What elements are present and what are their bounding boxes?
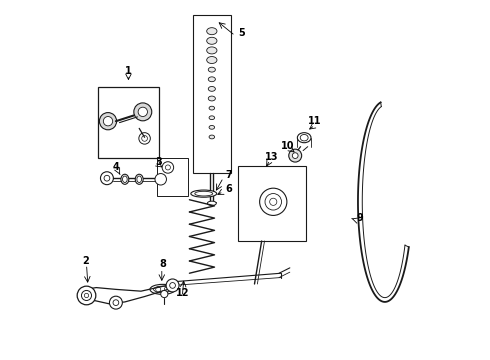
Ellipse shape [300, 134, 308, 141]
Ellipse shape [208, 86, 216, 91]
Circle shape [260, 188, 287, 215]
Circle shape [270, 198, 277, 206]
Ellipse shape [207, 47, 217, 54]
Ellipse shape [209, 135, 215, 139]
Ellipse shape [195, 191, 213, 196]
Circle shape [265, 194, 282, 210]
Text: 3: 3 [155, 157, 162, 167]
Ellipse shape [150, 284, 175, 294]
Circle shape [81, 291, 92, 301]
Ellipse shape [207, 37, 217, 44]
Ellipse shape [122, 176, 127, 183]
Circle shape [142, 135, 147, 141]
Circle shape [293, 153, 298, 158]
Circle shape [289, 149, 302, 162]
Bar [193, 15, 231, 173]
Circle shape [138, 107, 147, 117]
Circle shape [161, 291, 168, 298]
Text: 13: 13 [265, 152, 279, 162]
Ellipse shape [208, 67, 216, 72]
Text: 2: 2 [82, 256, 89, 266]
Circle shape [103, 117, 113, 126]
Circle shape [166, 279, 179, 292]
Circle shape [164, 287, 170, 292]
Ellipse shape [297, 133, 311, 143]
Circle shape [156, 287, 161, 292]
Circle shape [155, 174, 167, 185]
Text: 6: 6 [225, 184, 232, 194]
Ellipse shape [207, 28, 217, 35]
Text: 9: 9 [356, 213, 363, 222]
Bar [98, 87, 159, 158]
Circle shape [170, 283, 175, 288]
Ellipse shape [153, 286, 172, 293]
Circle shape [100, 172, 113, 185]
Circle shape [99, 113, 117, 130]
Text: 12: 12 [175, 288, 189, 298]
Text: 11: 11 [308, 116, 321, 126]
Circle shape [109, 296, 122, 309]
Text: 7: 7 [225, 170, 232, 180]
Ellipse shape [209, 116, 215, 120]
Ellipse shape [209, 106, 215, 110]
Bar [157, 158, 188, 196]
Circle shape [104, 175, 110, 181]
Circle shape [166, 165, 171, 170]
Circle shape [84, 293, 89, 298]
Text: 10: 10 [281, 141, 295, 151]
Ellipse shape [121, 174, 129, 184]
Circle shape [162, 162, 173, 173]
Ellipse shape [208, 96, 216, 101]
Ellipse shape [209, 126, 215, 129]
Ellipse shape [191, 190, 217, 197]
Ellipse shape [207, 201, 216, 206]
Circle shape [113, 300, 119, 306]
Text: 5: 5 [238, 28, 245, 38]
Text: 8: 8 [159, 259, 166, 269]
Circle shape [77, 286, 96, 305]
Circle shape [139, 133, 150, 144]
Text: 4: 4 [113, 162, 119, 172]
Ellipse shape [208, 77, 216, 82]
Ellipse shape [137, 176, 142, 183]
Bar [238, 166, 306, 241]
Text: 1: 1 [125, 66, 132, 76]
Ellipse shape [207, 57, 217, 63]
Ellipse shape [135, 174, 143, 184]
Circle shape [134, 103, 152, 121]
